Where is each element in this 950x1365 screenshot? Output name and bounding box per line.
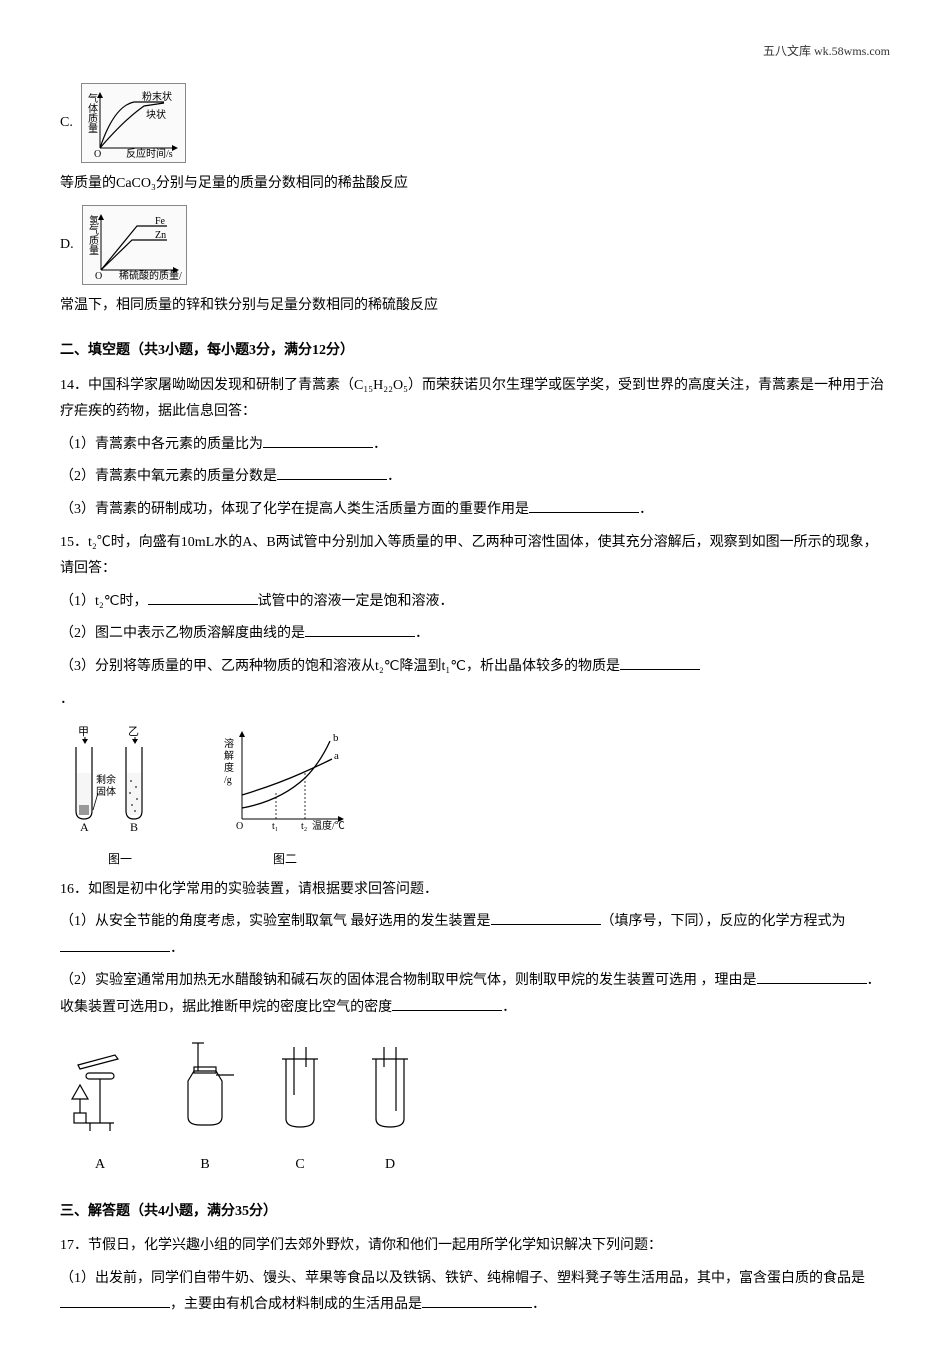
option-d-caption: 常温下，相同质量的锌和铁分别与足量分数相同的稀硫酸反应: [60, 293, 890, 320]
q14-p1: （1）青蒿素中各元素的质量比为 ．: [60, 432, 890, 459]
q15-p2-end: ．: [415, 626, 429, 641]
q14-intro: 14．中国科学家屠呦呦因发现和研制了青蒿素（C₁₅H₂₂O₅）而荣获诺贝尔生理学…: [60, 373, 890, 426]
q15-tube-yi: 乙: [128, 725, 139, 738]
q16-p2-blank1: [757, 969, 867, 984]
q16-p2-b: ，理由是: [701, 973, 757, 988]
option-d-chart-origin: O: [95, 271, 102, 280]
q15-fig2-label: 图二: [220, 848, 350, 871]
q17-p1-b: ，主要由有机合成材料制成的生活用品是: [170, 1297, 422, 1312]
option-c-chart-ann2: 块状: [146, 108, 166, 121]
apparatus-a-label: A: [60, 1152, 140, 1179]
page-watermark: 五八文库 wk.58wms.com: [60, 40, 890, 63]
q15-p1: （1）t₂℃时， 试管中的溶液一定是饱和溶液．: [60, 589, 890, 616]
q15-fig2: 溶 解 度 /g b a O t₁ t₂ 温度/℃ 图二: [220, 723, 350, 870]
q14-p3-blank: [529, 498, 639, 513]
q15-fig1: 甲 乙 剩余 固体 A B 图一: [60, 723, 180, 870]
q17-intro: 17．节假日，化学兴趣小组的同学们去郊外野炊，请你和他们一起用所学化学知识解决下…: [60, 1233, 890, 1260]
svg-text:解: 解: [224, 749, 234, 762]
q15-p3-end: ．: [60, 687, 890, 714]
apparatus-c: C: [270, 1035, 330, 1178]
apparatus-d: D: [360, 1035, 420, 1178]
q15-note2: 固体: [96, 786, 116, 798]
q14-p1-text: （1）青蒿素中各元素的质量比为: [60, 437, 263, 452]
option-c-label: C.: [60, 110, 73, 137]
q15-chart-a: a: [334, 750, 339, 762]
q16-p1-end: ．: [170, 941, 184, 956]
q17-p1-a: （1）出发前，同学们自带牛奶、馒头、苹果等食品以及铁锅、铁铲、纯棉帽子、塑料凳子…: [60, 1271, 865, 1286]
option-c-chart-ylabel-4: 量: [88, 123, 98, 135]
q16-p2-end: ．: [502, 1000, 516, 1015]
option-c-chart-ann1: 粉末状: [142, 90, 172, 103]
q17-p1-end: ．: [532, 1297, 546, 1312]
apparatus-a: A: [60, 1035, 140, 1178]
q15-p3: （3）分别将等质量的甲、乙两种物质的饱和溶液从t₂℃降温到t₁℃，析出晶体较多的…: [60, 654, 890, 681]
q15-fig1-label: 图一: [60, 848, 180, 871]
q14-p2-end: ．: [387, 469, 401, 484]
apparatus-b: B: [170, 1035, 240, 1178]
q15-diagrams: 甲 乙 剩余 固体 A B 图一: [60, 723, 890, 870]
option-d-chart: 氢 气 质 量 Fe Zn O 稀硫酸的质量/g: [82, 205, 187, 285]
q16-intro: 16．如图是初中化学常用的实验装置，请根据要求回答问题．: [60, 877, 890, 904]
q15-p1-a: （1）t₂℃时，: [60, 594, 148, 609]
q17-p1-blank1: [60, 1293, 170, 1308]
q15-intro: 15．t₂℃时，向盛有10mL水的A、B两试管中分别加入等质量的甲、乙两种可溶性…: [60, 530, 890, 583]
option-d-chart-zn: Zn: [155, 230, 166, 241]
q16-p1: （1）从安全节能的角度考虑，实验室制取氧气 最好选用的发生装置是 （填序号，下同）…: [60, 909, 890, 962]
q16-p1-blank1: [491, 910, 601, 925]
option-d-chart-fe: Fe: [155, 216, 166, 227]
q15-chart-xlabel: 温度/℃: [312, 819, 345, 832]
q14-p3: （3）青蒿素的研制成功，体现了化学在提高人类生活质量方面的重要作用是 ．: [60, 497, 890, 524]
q15-p1-blank: [148, 590, 258, 605]
q15-p3-a: （3）分别将等质量的甲、乙两种物质的饱和溶液从t₂℃降温到t₁℃，析出晶体较多的…: [60, 659, 620, 674]
option-c-row: C. 气 体 质 量 粉末状 块状 O 反应时间/s: [60, 83, 890, 163]
q15-letter-b: B: [130, 820, 138, 833]
option-c-chart-origin: O: [94, 149, 101, 158]
apparatus-b-label: B: [170, 1152, 240, 1179]
q16-apparatus-row: A B C: [60, 1035, 890, 1178]
q15-letter-a: A: [80, 820, 89, 833]
svg-text:度: 度: [224, 761, 234, 774]
q15-chart-origin: O: [236, 821, 243, 832]
q15-chart-t1: t₁: [272, 821, 278, 832]
q15-p1-b: 试管中的溶液一定是饱和溶液．: [258, 594, 454, 609]
q15-chart-t2: t₂: [301, 821, 307, 832]
option-c-chart: 气 体 质 量 粉末状 块状 O 反应时间/s: [81, 83, 186, 163]
section-2-title: 二、填空题（共3小题，每小题3分，满分12分）: [60, 338, 890, 365]
q16-p1-b: （填序号，下同），反应的化学方程式为: [601, 914, 846, 929]
q15-chart-b: b: [333, 732, 339, 744]
option-d-row: D. 氢 气 质 量 Fe Zn O 稀硫酸的质量/g: [60, 205, 890, 285]
option-c-caption: 等质量的CaCO₃分别与足量的质量分数相同的稀盐酸反应: [60, 171, 890, 198]
q14-p3-text: （3）青蒿素的研制成功，体现了化学在提高人类生活质量方面的重要作用是: [60, 502, 529, 517]
option-d-label: D.: [60, 232, 74, 259]
q17-p1-blank2: [422, 1293, 532, 1308]
option-c-chart-xlabel: 反应时间/s: [126, 147, 173, 158]
q15-p2-text: （2）图二中表示乙物质溶解度曲线的是: [60, 626, 305, 641]
svg-text:/g: /g: [224, 775, 232, 786]
q15-p3-blank: [620, 655, 700, 670]
q14-p1-end: ．: [373, 437, 387, 452]
q14-p2-text: （2）青蒿素中氧元素的质量分数是: [60, 469, 277, 484]
q15-tube-jia: 甲: [78, 726, 89, 738]
apparatus-d-label: D: [360, 1152, 420, 1179]
option-d-chart-ylabel-4: 量: [89, 245, 99, 257]
q16-p1-blank2: [60, 937, 170, 952]
apparatus-c-label: C: [270, 1152, 330, 1179]
q15-note1: 剩余: [96, 773, 116, 786]
q15-p2: （2）图二中表示乙物质溶解度曲线的是 ．: [60, 621, 890, 648]
q14-p3-end: ．: [639, 502, 653, 517]
svg-text:溶: 溶: [224, 737, 234, 750]
q14-p1-blank: [263, 433, 373, 448]
q15-p2-blank: [305, 622, 415, 637]
q16-p2: （2）实验室通常用加热无水醋酸钠和碱石灰的固体混合物制取甲烷气体，则制取甲烷的发…: [60, 968, 890, 1021]
q16-p1-a: （1）从安全节能的角度考虑，实验室制取氧气 最好选用的发生装置是: [60, 914, 491, 929]
q14-p2-blank: [277, 465, 387, 480]
section-3-title: 三、解答题（共4小题，满分35分）: [60, 1199, 890, 1226]
q14-p2: （2）青蒿素中氧元素的质量分数是 ．: [60, 464, 890, 491]
q16-p2-a: （2）实验室通常用加热无水醋酸钠和碱石灰的固体混合物制取甲烷气体，则制取甲烷的发…: [60, 973, 697, 988]
option-d-chart-xlabel: 稀硫酸的质量/g: [119, 269, 182, 280]
q16-p2-blank2: [392, 996, 502, 1011]
q17-p1: （1）出发前，同学们自带牛奶、馒头、苹果等食品以及铁锅、铁铲、纯棉帽子、塑料凳子…: [60, 1266, 890, 1319]
